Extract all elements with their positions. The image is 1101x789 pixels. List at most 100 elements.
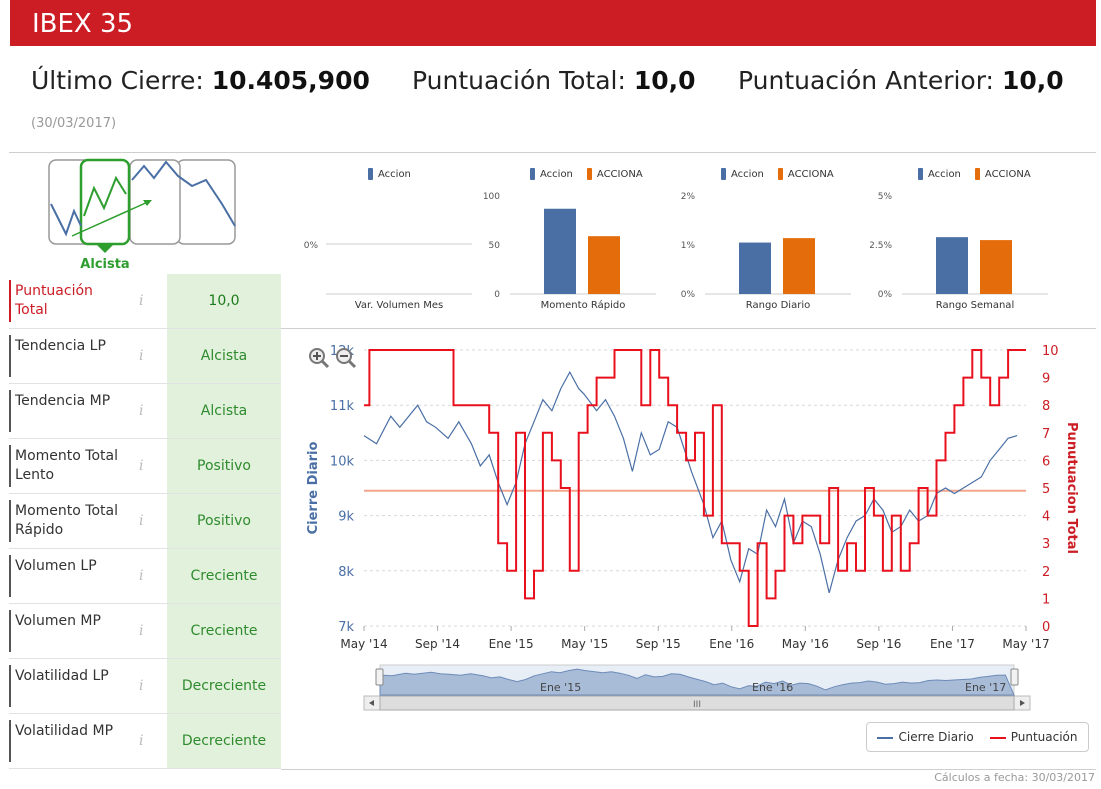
badge-pointer: [96, 244, 114, 253]
mini-chart-svg: 0 50 100 Momento Rápido: [483, 192, 656, 311]
legend-swatch-icon: [586, 168, 592, 180]
info-icon[interactable]: i: [139, 458, 144, 474]
rating-value: Alcista: [167, 384, 281, 438]
x-tick-label: Ene '16: [709, 637, 754, 651]
last-close-label: Último Cierre:: [31, 66, 204, 95]
y-left-tick-label: 8k: [338, 565, 354, 580]
main-chart-legend: Cierre Diario Puntuación: [866, 722, 1089, 752]
info-icon[interactable]: i: [139, 678, 144, 694]
scroll-left-icon[interactable]: [369, 700, 374, 706]
bar-acciona[interactable]: [783, 238, 815, 294]
mini-chart-rango-diario: Accion ACCIONA 0% 1% 2% Rango Diario: [673, 160, 863, 320]
badge-line: [83, 175, 127, 217]
mini-legend-item[interactable]: Accion: [721, 168, 764, 180]
y-tick-label: 5%: [878, 192, 893, 202]
legend-swatch-icon: [974, 168, 980, 180]
mini-legend-item[interactable]: Accion: [368, 168, 411, 180]
rating-value: Decreciente: [167, 714, 281, 768]
badge-line: [50, 203, 82, 237]
info-icon[interactable]: i: [139, 403, 144, 419]
legend-swatch-icon: [721, 168, 726, 180]
y-right-axis-title: Punutuacion Total: [1064, 422, 1079, 554]
y-right-tick-label: 3: [1042, 537, 1050, 552]
x-tick-label: Sep '15: [636, 637, 681, 651]
y-tick-label: 0%: [681, 290, 696, 300]
rating-row: Volatilidad LP i Decreciente: [9, 659, 281, 714]
rating-row: Momento Total Rápido i Positivo: [9, 494, 281, 549]
navigator-label: Ene '15: [540, 681, 581, 694]
y-right-tick-label: 10: [1042, 344, 1059, 359]
rating-value: Alcista: [167, 329, 281, 383]
row-marker: [9, 445, 11, 487]
x-axis-title: Rango Semanal: [936, 300, 1014, 311]
rating-row: Volatilidad MP i Decreciente: [9, 714, 281, 769]
navigator-handle-left[interactable]: [375, 668, 384, 686]
y-right-tick-label: 6: [1042, 454, 1050, 469]
x-axis-title: Var. Volumen Mes: [355, 300, 443, 311]
bar-acciona[interactable]: [588, 236, 620, 294]
y-right-tick-label: 9: [1042, 372, 1050, 387]
row-marker: [9, 610, 11, 652]
info-icon[interactable]: i: [139, 348, 144, 364]
divider: [281, 328, 1096, 329]
row-marker: [9, 390, 11, 432]
rating-label: Volumen MP: [15, 613, 101, 629]
rating-value: Positivo: [167, 439, 281, 493]
x-tick-label: Ene '15: [489, 637, 534, 651]
rating-row: Volumen MP i Creciente: [9, 604, 281, 659]
legend-item-score[interactable]: Puntuación: [989, 730, 1078, 744]
scrollbar-thumb[interactable]: [379, 695, 1015, 711]
total-score-value: 10,0: [633, 66, 696, 95]
navigator-handle-right[interactable]: [1010, 668, 1019, 686]
calc-date-footer: Cálculos a fecha: 30/03/2017: [934, 771, 1095, 784]
bar-accion[interactable]: [739, 242, 771, 294]
series-score-line[interactable]: [364, 349, 1026, 627]
info-icon[interactable]: i: [139, 623, 144, 639]
legend-close-label: Cierre Diario: [898, 730, 974, 744]
row-marker: [9, 720, 11, 762]
row-marker: [9, 665, 11, 707]
bar-accion[interactable]: [544, 208, 576, 294]
y-tick-label: 2%: [681, 192, 696, 202]
badge-trend-arrow: [71, 200, 151, 237]
x-axis-title: Momento Rápido: [541, 299, 626, 311]
rating-label: Volumen LP: [15, 558, 97, 574]
trend-badge: Alcista: [48, 158, 236, 272]
y-left-tick-label: 7k: [338, 620, 354, 635]
legend-swatch-icon: [918, 168, 923, 180]
mini-chart-svg: 0% Var. Volumen Mes: [304, 241, 472, 311]
x-tick-label: Sep '16: [856, 637, 901, 651]
main-chart: 7k8k9k10k11k12k012345678910Cierre Diario…: [306, 344, 1079, 711]
scroll-right-icon[interactable]: [1020, 700, 1025, 706]
legend-swatch-icon: [368, 168, 373, 180]
info-icon[interactable]: i: [139, 733, 144, 749]
x-tick-label: Sep '14: [415, 637, 460, 651]
mini-chart-rango-semanal: Accion ACCIONA 0% 2.5% 5% Rango Semanal: [870, 160, 1060, 320]
mini-legend-label: Accion: [378, 168, 411, 180]
mini-legend-label: ACCIONA: [787, 168, 834, 180]
mini-legend-label: ACCIONA: [984, 168, 1031, 180]
mini-legend-item[interactable]: Accion: [918, 168, 961, 180]
info-icon[interactable]: i: [139, 293, 144, 309]
bar-acciona[interactable]: [980, 240, 1012, 294]
rating-value: Decreciente: [167, 659, 281, 713]
info-icon[interactable]: i: [139, 568, 144, 584]
zoom-in-icon[interactable]: [309, 348, 330, 369]
prev-score-value: 10,0: [1001, 66, 1064, 95]
mini-legend-item[interactable]: Accion: [530, 168, 573, 180]
navigator-label: Ene '16: [752, 681, 793, 694]
mini-legend-item[interactable]: ACCIONA: [974, 168, 1031, 180]
x-tick-label: May '16: [782, 637, 829, 651]
mini-legend-item[interactable]: ACCIONA: [586, 168, 643, 180]
y-tick-label: 100: [483, 192, 500, 202]
y-tick-label: 2.5%: [870, 241, 892, 251]
zoom-out-icon[interactable]: [336, 348, 357, 369]
legend-score-label: Puntuación: [1010, 730, 1078, 744]
mini-legend-item[interactable]: ACCIONA: [777, 168, 834, 180]
mini-chart-svg: 0% 1% 2% Rango Diario: [681, 192, 851, 311]
info-icon[interactable]: i: [139, 513, 144, 529]
scrollbar-grip: III: [693, 700, 701, 710]
legend-line-icon: [989, 736, 1006, 739]
legend-item-close[interactable]: Cierre Diario: [877, 730, 974, 744]
bar-accion[interactable]: [936, 237, 968, 294]
